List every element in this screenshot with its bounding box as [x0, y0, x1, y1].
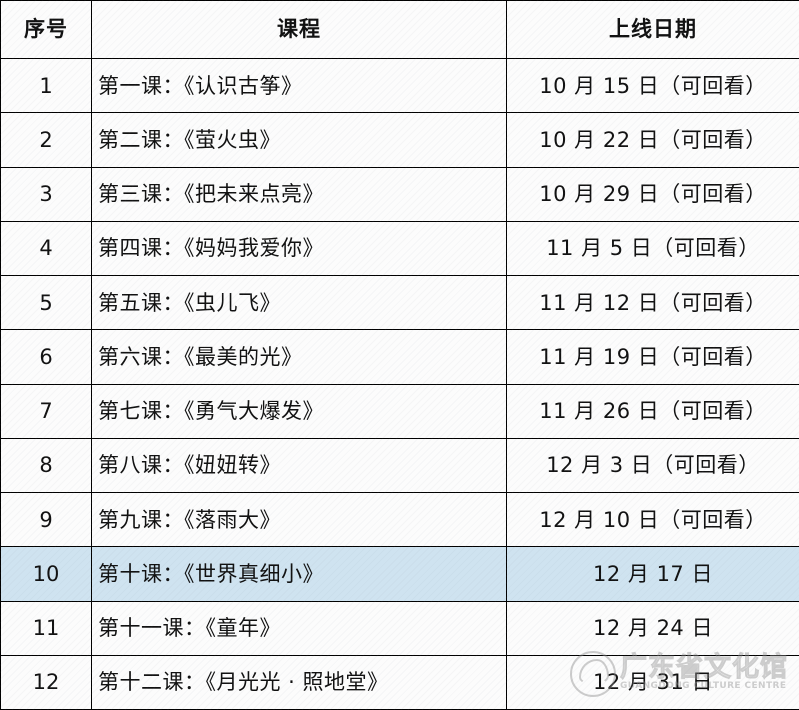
table-row: 8 第八课：《妞妞转》 12 月 3 日（可回看） [0, 437, 799, 494]
table-body: 1 第一课：《认识古筝》 10 月 15 日（可回看） 2 第二课：《萤火虫》 10 月 … [0, 57, 799, 710]
table-row: 3 第三课：《把未来点亮》 10 月 29 日（可回看） [0, 166, 799, 222]
cell-index: 4 [0, 220, 92, 277]
cell-index: 7 [0, 383, 92, 439]
cell-course: 第十课：《世界真细小》 [91, 546, 507, 602]
cell-course: 第八课：《妞妞转》 [91, 437, 507, 494]
cell-date: 10 月 22 日（可回看） [506, 112, 799, 168]
cell-course: 第二课：《萤火虫》 [91, 112, 507, 168]
table-row: 7 第七课：《勇气大爆发》 11 月 26 日（可回看） [0, 383, 799, 439]
table-header-row: 序号 课程 上线日期 [0, 0, 799, 59]
column-header-index: 序号 [0, 0, 92, 59]
cell-index: 3 [0, 166, 92, 222]
column-header-course: 课程 [91, 0, 507, 59]
cell-index: 2 [0, 112, 92, 168]
cell-date: 11 月 19 日（可回看） [506, 329, 799, 385]
table-row: 11 第十一课：《童年》 12 月 24 日 [0, 600, 799, 656]
cell-index: 5 [0, 274, 92, 331]
cell-index: 11 [0, 600, 92, 656]
cell-date: 11 月 5 日（可回看） [506, 220, 799, 277]
cell-date: 10 月 29 日（可回看） [506, 166, 799, 222]
cell-date: 12 月 10 日（可回看） [506, 491, 799, 548]
table-row: 5 第五课：《虫儿飞》 11 月 12 日（可回看） [0, 274, 799, 331]
cell-index: 6 [0, 329, 92, 385]
cell-course: 第六课：《最美的光》 [91, 329, 507, 385]
cell-date: 12 月 24 日 [506, 600, 799, 656]
cell-index: 8 [0, 437, 92, 494]
cell-course: 第十二课：《月光光 · 照地堂》 [91, 654, 507, 710]
cell-index: 10 [0, 546, 92, 602]
cell-date: 12 月 17 日 [506, 546, 799, 602]
table-row: 10 第十课：《世界真细小》 12 月 17 日 [0, 546, 799, 602]
table-row: 9 第九课：《落雨大》 12 月 10 日（可回看） [0, 491, 799, 548]
cell-date: 11 月 12 日（可回看） [506, 274, 799, 331]
cell-course: 第三课：《把未来点亮》 [91, 166, 507, 222]
table-row: 2 第二课：《萤火虫》 10 月 22 日（可回看） [0, 112, 799, 168]
cell-index: 9 [0, 491, 92, 548]
cell-course: 第七课：《勇气大爆发》 [91, 383, 507, 439]
cell-index: 1 [0, 57, 92, 114]
table-row: 6 第六课：《最美的光》 11 月 19 日（可回看） [0, 329, 799, 385]
column-header-date: 上线日期 [506, 0, 799, 59]
cell-course: 第九课：《落雨大》 [91, 491, 507, 548]
table-row: 1 第一课：《认识古筝》 10 月 15 日（可回看） [0, 57, 799, 114]
cell-index: 12 [0, 654, 92, 710]
table-header: 序号 课程 上线日期 [0, 0, 799, 59]
cell-course: 第一课：《认识古筝》 [91, 57, 507, 114]
cell-course: 第四课：《妈妈我爱你》 [91, 220, 507, 277]
cell-date: 11 月 26 日（可回看） [506, 383, 799, 439]
table-row: 12 第十二课：《月光光 · 照地堂》 12 月 31 日 [0, 654, 799, 710]
table-row: 4 第四课：《妈妈我爱你》 11 月 5 日（可回看） [0, 220, 799, 277]
cell-date: 12 月 3 日（可回看） [506, 437, 799, 494]
cell-date: 12 月 31 日 [506, 654, 799, 710]
cell-date: 10 月 15 日（可回看） [506, 57, 799, 114]
cell-course: 第五课：《虫儿飞》 [91, 274, 507, 331]
cell-course: 第十一课：《童年》 [91, 600, 507, 656]
